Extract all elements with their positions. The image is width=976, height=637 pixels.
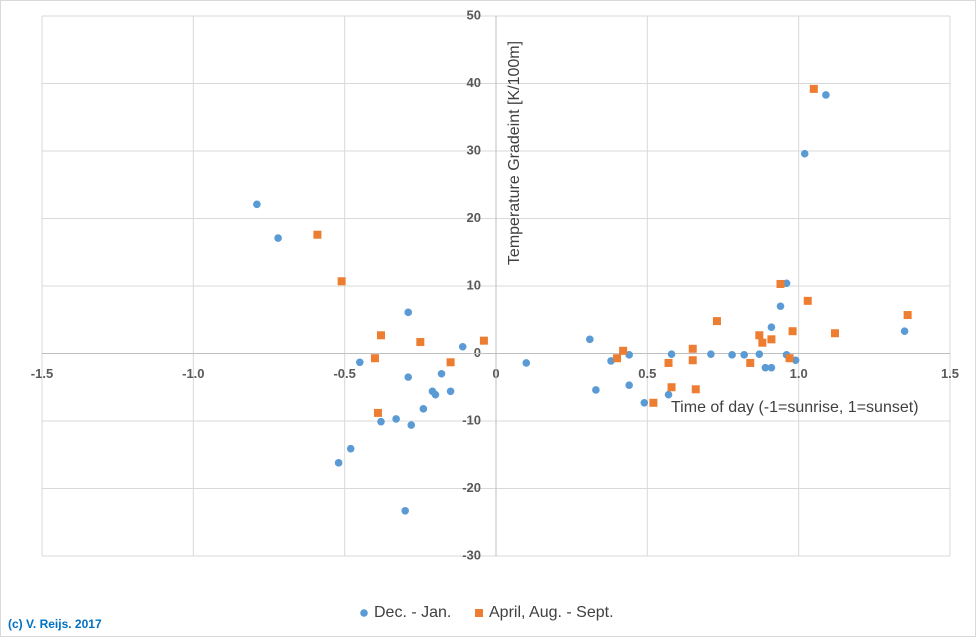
legend-marker <box>360 609 368 617</box>
point <box>728 351 736 359</box>
point <box>253 200 261 209</box>
point <box>667 350 676 358</box>
point <box>625 351 633 359</box>
marks <box>253 84 912 515</box>
point <box>613 354 622 363</box>
point <box>334 459 343 467</box>
x-tick-label: -0.5 <box>333 366 355 381</box>
point <box>667 383 676 392</box>
point <box>404 373 413 381</box>
point <box>664 358 673 367</box>
point <box>688 356 697 365</box>
point <box>755 350 764 358</box>
point <box>522 359 531 367</box>
y-tick-label: 20 <box>467 210 481 225</box>
y-axis-title: Temperature Gradeint [K/100m] <box>506 41 523 265</box>
point <box>392 415 400 423</box>
point <box>479 336 488 345</box>
x-axis-title: Time of day (-1=sunrise, 1=sunset) <box>671 399 919 416</box>
point <box>619 346 628 355</box>
point <box>376 331 385 340</box>
point <box>830 329 839 338</box>
point <box>404 308 413 317</box>
point <box>782 279 791 288</box>
y-tick-label: 50 <box>467 7 481 22</box>
point <box>401 506 410 515</box>
point <box>900 327 909 336</box>
point <box>691 385 700 394</box>
point <box>767 335 776 344</box>
point <box>791 356 800 365</box>
point <box>767 363 776 372</box>
point <box>586 335 594 344</box>
point <box>776 279 785 288</box>
y-tick-label: -30 <box>462 547 481 562</box>
point <box>761 363 770 372</box>
x-tick-label: 0.5 <box>638 366 656 381</box>
point <box>373 408 382 417</box>
point <box>755 331 764 340</box>
legend-marker <box>475 609 483 617</box>
point <box>377 417 385 426</box>
y-tick-label: 10 <box>467 277 481 292</box>
point <box>274 234 282 242</box>
point <box>416 338 425 347</box>
point <box>788 327 797 336</box>
point <box>746 358 755 367</box>
point <box>458 342 467 351</box>
point <box>803 296 812 305</box>
point <box>712 317 721 326</box>
point <box>758 338 767 347</box>
point <box>740 351 748 359</box>
point <box>592 386 600 394</box>
point <box>407 421 416 429</box>
x-tick-label: -1.0 <box>182 366 204 381</box>
point <box>664 390 673 399</box>
point <box>785 354 794 363</box>
point <box>776 302 785 311</box>
y-tick-label: 0 <box>474 345 481 360</box>
point <box>809 84 818 93</box>
point <box>313 230 322 239</box>
point <box>446 387 455 396</box>
point <box>649 398 658 407</box>
point <box>370 354 379 363</box>
point <box>419 405 428 413</box>
point <box>607 357 615 365</box>
y-tick-label: 40 <box>467 75 481 90</box>
point <box>800 149 809 158</box>
point <box>625 381 633 390</box>
point <box>431 390 440 399</box>
point <box>337 277 346 286</box>
point <box>356 358 364 367</box>
y-tick-label: -10 <box>462 412 481 427</box>
point <box>640 398 649 407</box>
footnote: (c) V. Reijs. 2017 <box>8 617 102 631</box>
x-tick-label: 1.5 <box>941 366 959 381</box>
point <box>707 350 715 358</box>
point <box>822 91 830 99</box>
x-tick-label: 1.0 <box>790 366 808 381</box>
point <box>446 358 455 367</box>
point <box>346 444 355 453</box>
point <box>903 311 912 320</box>
point <box>688 344 697 353</box>
y-tick-label: 30 <box>467 142 481 157</box>
axes: -1.5-1.0-0.500.51.01.5-30-20-10010203040… <box>31 7 959 562</box>
point <box>767 323 776 331</box>
point <box>437 369 446 378</box>
x-tick-label: -1.5 <box>31 366 53 381</box>
legend-label: April, Aug. - Sept. <box>489 604 614 621</box>
legend-label: Dec. - Jan. <box>374 604 451 621</box>
y-tick-label: -20 <box>462 480 481 495</box>
